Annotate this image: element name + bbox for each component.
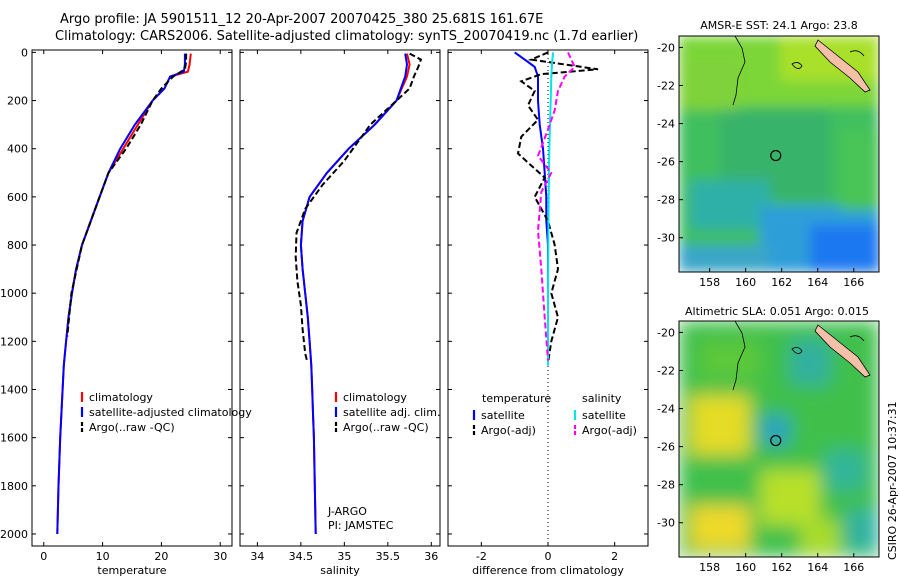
y-tick-label: -24 (657, 403, 675, 416)
series-line (294, 52, 423, 361)
y-tick-label: 1600 (0, 432, 28, 445)
legend-label: satellite-adjusted climatology (89, 406, 252, 419)
salinity-panel: 34 34.5 35 35.5 36 salinity climatology satelli… (239, 49, 441, 577)
x-tick-label: 166 (843, 561, 864, 574)
series-line (516, 51, 599, 364)
credit-label: CSIRO 26-Apr-2007 10:37:31 (886, 401, 899, 560)
y-tick-label: 0 (21, 46, 28, 59)
series-line (56, 53, 186, 535)
y-tick-label: 1200 (0, 335, 28, 348)
legend-label: satellite (481, 409, 525, 422)
legend-label: satellite (582, 409, 626, 422)
legend-label: satellite adj. clim. (343, 406, 440, 419)
x-tick-label: 34 (250, 550, 264, 563)
figure-title-line1: Argo profile: JA 5901511_12 20-Apr-2007 … (60, 12, 544, 27)
series-line (299, 53, 409, 535)
x-tick-label: 158 (699, 561, 720, 574)
figure-title-line2: Climatology: CARS2006. Satellite-adjuste… (55, 29, 639, 44)
x-tick-label: 160 (735, 561, 756, 574)
x-axis-label: salinity (320, 564, 360, 577)
y-tick-label: 2000 (0, 528, 28, 541)
x-tick-label: -2 (476, 550, 487, 563)
legend-label: Argo(..raw -QC) (89, 421, 175, 434)
legend-label: climatology (89, 391, 153, 404)
y-tick-label: -30 (657, 517, 675, 530)
y-tick-label: -24 (657, 118, 675, 131)
x-tick-label: 34.5 (289, 550, 314, 563)
y-tick-label: -28 (657, 194, 675, 207)
x-tick-label: 0 (545, 550, 552, 563)
y-tick-label: -26 (657, 441, 675, 454)
y-tick-label: -22 (657, 79, 675, 92)
x-tick-label: 164 (807, 561, 828, 574)
sla-map: Altimetric SLA: 0.051 Argo: 0.015 158 160… (657, 305, 880, 574)
sla-profile-marker (770, 434, 782, 447)
x-tick-label: 35 (337, 550, 351, 563)
x-tick-label: 2 (611, 550, 618, 563)
legend-label: climatology (343, 391, 407, 404)
sla-map-title: Altimetric SLA: 0.051 Argo: 0.015 (685, 305, 869, 318)
x-tick-label: 10 (96, 550, 110, 563)
sst-map-title: AMSR-E SST: 24.1 Argo: 23.8 (700, 19, 858, 32)
x-tick-label: 30 (213, 550, 227, 563)
y-tick-label: 1400 (0, 383, 28, 396)
series-line (547, 52, 554, 366)
y-tick-label: -20 (657, 41, 675, 54)
x-tick-label: 35.5 (376, 550, 401, 563)
series-group (514, 51, 599, 366)
y-tick-label: -20 (657, 326, 675, 339)
legend-title: temperature (482, 392, 551, 405)
y-tick-label: 1800 (0, 480, 28, 493)
annotation-text: PI: JAMSTEC (328, 519, 394, 532)
y-tick-label: -22 (657, 364, 675, 377)
series-line (66, 53, 188, 337)
x-tick-label: 36 (424, 550, 438, 563)
temperature-panel: 0 10 20 30 0 200 400 600 800 1000 1200 1400 1600 1800… (0, 46, 252, 577)
y-tick-label: 400 (7, 143, 28, 156)
x-tick-label: 162 (771, 276, 792, 289)
series-line (536, 51, 576, 361)
x-tick-label: 160 (735, 276, 756, 289)
y-tick-label: 200 (7, 95, 28, 108)
series-line (299, 53, 411, 535)
x-axis-label: difference from climatology (472, 564, 624, 577)
series-group (294, 52, 423, 535)
legend-label: Argo(-adj) (582, 424, 637, 437)
y-tick-label: -30 (657, 232, 675, 245)
annotation-text: J-ARGO (327, 505, 367, 518)
y-tick-label: -28 (657, 479, 675, 492)
plot-frame (239, 49, 441, 547)
legend-label: Argo(-adj) (481, 424, 536, 437)
x-axis-label: temperature (97, 564, 166, 577)
sst-map: AMSR-E SST: 24.1 Argo: 23.8 158 160 162 164… (657, 19, 880, 289)
y-tick-label: 800 (7, 239, 28, 252)
series-line (56, 53, 192, 535)
y-tick-label: -26 (657, 156, 675, 169)
x-tick-label: 158 (699, 276, 720, 289)
x-tick-label: 20 (154, 550, 168, 563)
x-tick-label: 164 (807, 276, 828, 289)
plot-frame (31, 49, 233, 547)
legend-title: salinity (582, 392, 622, 405)
legend-label: Argo(..raw -QC) (343, 421, 429, 434)
y-tick-label: 600 (7, 191, 28, 204)
x-tick-label: 162 (771, 561, 792, 574)
x-tick-label: 0 (40, 550, 47, 563)
y-tick-label: 1000 (0, 287, 28, 300)
x-tick-label: 166 (843, 276, 864, 289)
sst-profile-marker (770, 149, 782, 162)
series-group (56, 53, 192, 535)
